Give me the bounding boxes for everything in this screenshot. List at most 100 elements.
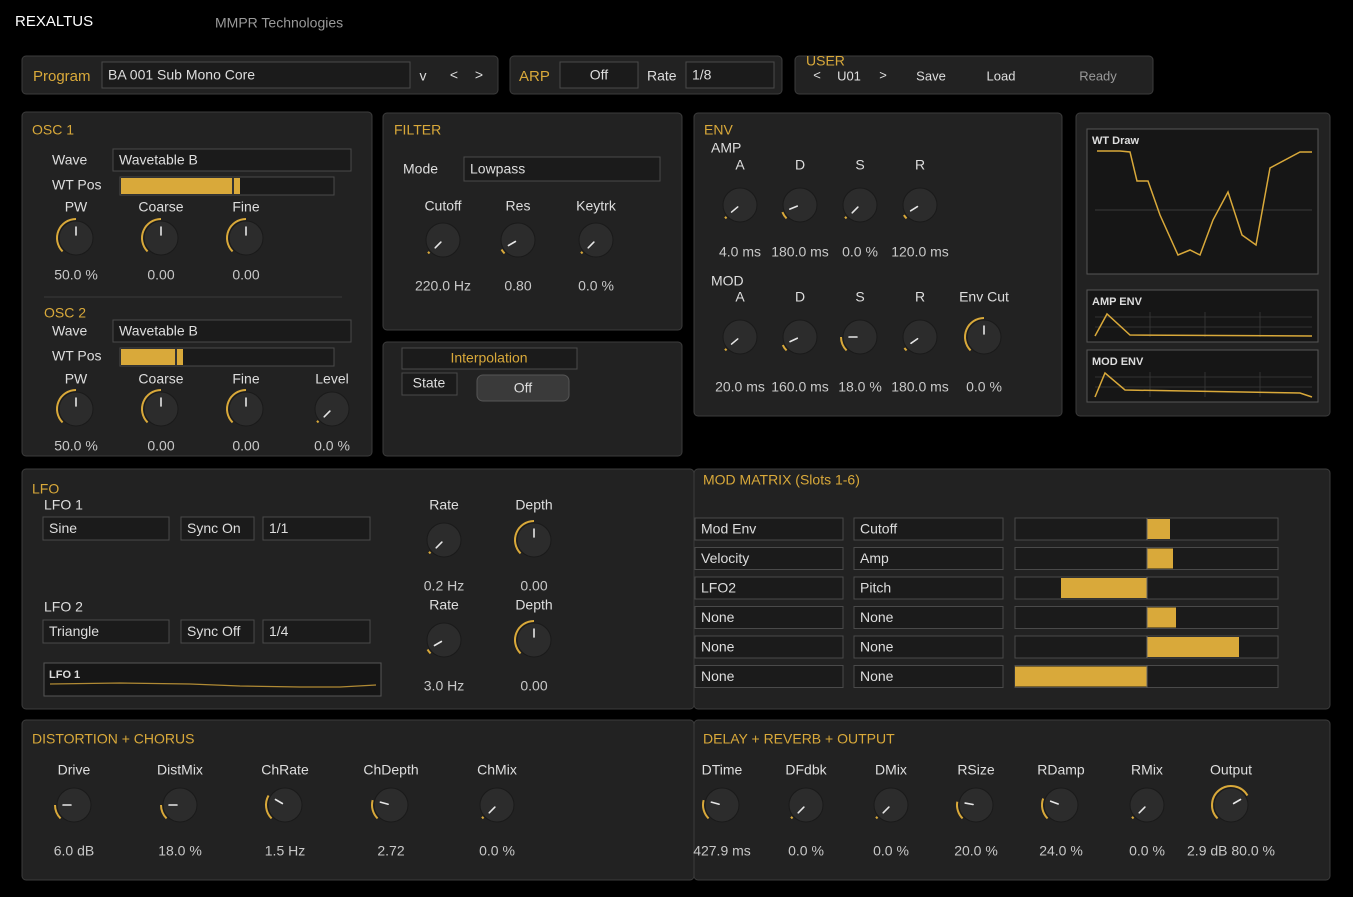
env-title: ENV [704, 122, 733, 138]
mod-amount-fill [1147, 607, 1176, 628]
knob-value: 50.0 % [54, 438, 98, 454]
knob-value: 0.00 [520, 678, 547, 694]
program-name-box[interactable] [101, 61, 411, 89]
amp-env-curve [1094, 312, 1313, 337]
lfo2-division: 1/4 [269, 623, 289, 639]
user-next-button: > [879, 67, 887, 82]
knob[interactable] [722, 187, 758, 223]
knob-label: Rate [429, 597, 459, 613]
knob[interactable] [516, 522, 552, 558]
filter-mode-box[interactable] [463, 156, 661, 182]
wtpos-label: WT Pos [52, 177, 102, 193]
mod-source-box[interactable] [694, 606, 844, 629]
knob-label: D [795, 289, 805, 305]
mod-destination: None [860, 609, 894, 625]
mod-destination-box[interactable] [853, 547, 1004, 570]
knob[interactable] [228, 391, 264, 427]
knob[interactable] [1043, 787, 1079, 823]
knob[interactable] [56, 787, 92, 823]
state-box [401, 372, 458, 396]
knob[interactable] [722, 319, 758, 355]
knob[interactable] [1213, 787, 1249, 823]
mod-source-box[interactable] [694, 547, 844, 570]
lfo2-sync-box[interactable] [180, 619, 255, 644]
interpolation-box [401, 347, 578, 370]
knob-arc [790, 816, 794, 820]
knob-pointer [909, 205, 919, 212]
knob[interactable] [958, 787, 994, 823]
knob-value: 180.0 ms [891, 379, 949, 395]
knob[interactable] [842, 187, 878, 223]
knob[interactable] [373, 787, 409, 823]
mod-source: None [701, 609, 735, 625]
knob[interactable] [426, 522, 462, 558]
wtpos-fill [121, 349, 183, 365]
lfo2-division-box[interactable] [262, 619, 371, 644]
lfo1-shape-box[interactable] [42, 516, 170, 541]
knob[interactable] [314, 391, 350, 427]
state-button[interactable] [476, 374, 570, 402]
mod-label: MOD [711, 273, 744, 289]
knob-arc [875, 816, 879, 820]
mod-destination-box[interactable] [853, 576, 1004, 600]
knob-label: PW [65, 199, 88, 215]
knob[interactable] [267, 787, 303, 823]
knob[interactable] [228, 220, 264, 256]
knob[interactable] [788, 787, 824, 823]
knob[interactable] [902, 187, 938, 223]
mod-source-box[interactable] [694, 665, 844, 688]
knob[interactable] [58, 391, 94, 427]
knob[interactable] [516, 622, 552, 658]
program-prev-button: < [450, 67, 458, 83]
knob[interactable] [426, 622, 462, 658]
lfo1-sync-box[interactable] [180, 516, 255, 541]
mod-destination-box[interactable] [853, 635, 1004, 659]
knob[interactable] [425, 222, 461, 258]
mod-source: None [701, 639, 735, 655]
knob-label: ChRate [261, 762, 309, 778]
knob[interactable] [58, 220, 94, 256]
osc1-wave-box[interactable] [112, 148, 352, 172]
mod-source-box[interactable] [694, 635, 844, 659]
knob-arc [903, 214, 908, 220]
knob[interactable] [1129, 787, 1165, 823]
lfo-scope-label: LFO 1 [49, 669, 80, 681]
knob[interactable] [704, 787, 740, 823]
knob-arc [514, 620, 535, 655]
osc2-wave-box[interactable] [112, 319, 352, 343]
arp-state-box[interactable] [559, 61, 639, 89]
lfo2-shape: Triangle [49, 623, 99, 639]
knob-pointer [433, 640, 443, 647]
knob-arc [964, 317, 985, 352]
knob[interactable] [578, 222, 614, 258]
arp-rate-box[interactable] [685, 61, 775, 89]
knob-value: 0.0 % [873, 843, 909, 859]
mod-destination-box[interactable] [853, 665, 1004, 688]
mod-destination-box[interactable] [853, 606, 1004, 629]
knob[interactable] [782, 319, 818, 355]
knob-pointer [1138, 806, 1146, 814]
knob-value: 0.2 Hz [424, 578, 464, 594]
mod-source-box[interactable] [694, 517, 844, 541]
osc1-wave: Wavetable B [119, 152, 198, 168]
mod-source-box[interactable] [694, 576, 844, 600]
knob-label: RDamp [1037, 762, 1085, 778]
mod-destination: Cutoff [860, 521, 897, 537]
arp-state: Off [590, 67, 609, 83]
lfo1-division-box[interactable] [262, 516, 371, 541]
knob[interactable] [162, 787, 198, 823]
knob[interactable] [782, 187, 818, 223]
knob-label: Drive [58, 762, 91, 778]
knob[interactable] [479, 787, 515, 823]
knob[interactable] [143, 391, 179, 427]
knob[interactable] [902, 319, 938, 355]
knob[interactable] [966, 319, 1002, 355]
lfo2-shape-box[interactable] [42, 619, 170, 644]
knob[interactable] [842, 319, 878, 355]
knob[interactable] [143, 220, 179, 256]
knob-pointer [797, 806, 805, 814]
knob[interactable] [873, 787, 909, 823]
knob[interactable] [500, 222, 536, 258]
mod-destination-box[interactable] [853, 517, 1004, 541]
knob-pointer [274, 798, 284, 805]
